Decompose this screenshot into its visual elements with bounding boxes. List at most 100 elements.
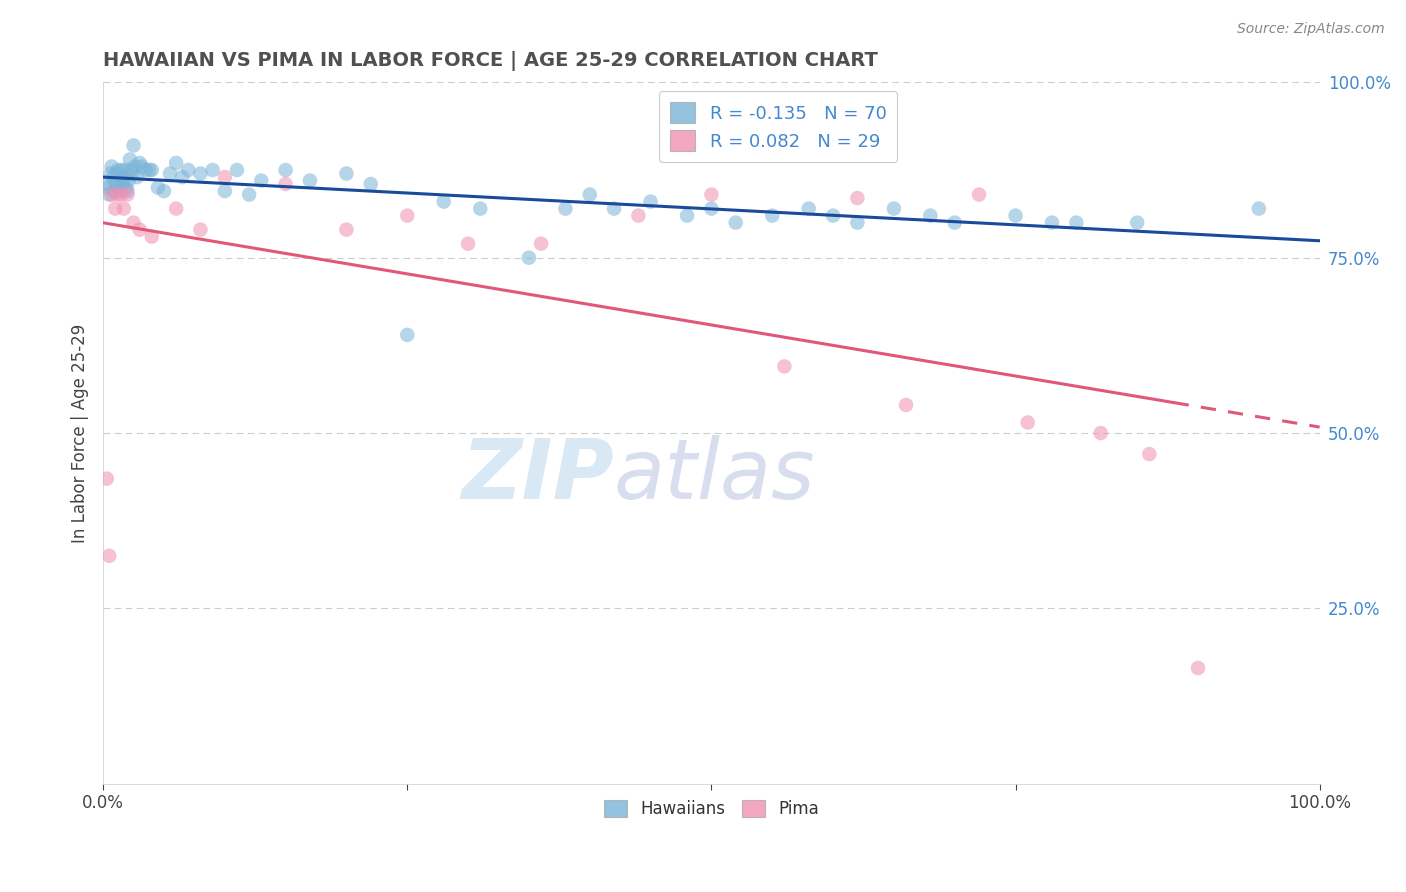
Point bbox=[846, 216, 869, 230]
Point bbox=[138, 163, 160, 178]
Point bbox=[821, 209, 844, 223]
Point bbox=[100, 187, 122, 202]
Point bbox=[165, 156, 187, 170]
Point bbox=[118, 153, 141, 167]
Point bbox=[98, 549, 121, 563]
Point bbox=[298, 173, 321, 187]
Point bbox=[846, 191, 869, 205]
Point bbox=[128, 222, 150, 236]
Point bbox=[335, 167, 357, 181]
Point bbox=[433, 194, 456, 209]
Point bbox=[214, 169, 236, 184]
Point bbox=[250, 173, 273, 187]
Point bbox=[967, 187, 990, 202]
Point bbox=[122, 216, 145, 230]
Point bbox=[97, 180, 120, 194]
Point bbox=[700, 187, 723, 202]
Text: ZIP: ZIP bbox=[461, 434, 614, 516]
Point bbox=[104, 177, 127, 191]
Point bbox=[110, 163, 132, 178]
Legend: Hawaiians, Pima: Hawaiians, Pima bbox=[598, 793, 825, 824]
Point bbox=[105, 167, 128, 181]
Point bbox=[121, 167, 143, 181]
Point bbox=[1017, 416, 1039, 430]
Point bbox=[120, 163, 142, 178]
Point bbox=[894, 398, 917, 412]
Point bbox=[131, 160, 153, 174]
Point bbox=[107, 163, 129, 178]
Point bbox=[1187, 661, 1209, 675]
Point bbox=[396, 209, 419, 223]
Point bbox=[335, 222, 357, 236]
Point bbox=[530, 236, 553, 251]
Point bbox=[124, 160, 146, 174]
Point bbox=[153, 184, 176, 198]
Point bbox=[214, 184, 236, 198]
Point bbox=[1247, 202, 1270, 216]
Point bbox=[943, 216, 966, 230]
Point bbox=[115, 180, 138, 194]
Point bbox=[773, 359, 796, 374]
Point bbox=[141, 229, 163, 244]
Point bbox=[96, 177, 118, 191]
Point bbox=[274, 163, 297, 178]
Point bbox=[111, 169, 134, 184]
Text: Source: ZipAtlas.com: Source: ZipAtlas.com bbox=[1237, 22, 1385, 37]
Point bbox=[226, 163, 249, 178]
Point bbox=[578, 187, 600, 202]
Point bbox=[883, 202, 905, 216]
Point bbox=[135, 163, 157, 178]
Text: HAWAIIAN VS PIMA IN LABOR FORCE | AGE 25-29 CORRELATION CHART: HAWAIIAN VS PIMA IN LABOR FORCE | AGE 25… bbox=[103, 51, 877, 70]
Point bbox=[96, 472, 118, 486]
Point bbox=[108, 173, 131, 187]
Point bbox=[114, 163, 136, 178]
Point bbox=[122, 138, 145, 153]
Point bbox=[128, 156, 150, 170]
Point bbox=[190, 222, 212, 236]
Point bbox=[111, 177, 134, 191]
Point bbox=[201, 163, 224, 178]
Point bbox=[107, 187, 129, 202]
Point bbox=[104, 202, 127, 216]
Y-axis label: In Labor Force | Age 25-29: In Labor Force | Age 25-29 bbox=[72, 324, 89, 542]
Point bbox=[1137, 447, 1160, 461]
Point bbox=[676, 209, 699, 223]
Point bbox=[1066, 216, 1088, 230]
Point bbox=[700, 202, 723, 216]
Point bbox=[1090, 425, 1112, 440]
Point bbox=[640, 194, 662, 209]
Point bbox=[103, 184, 125, 198]
Point bbox=[920, 209, 942, 223]
Point bbox=[117, 184, 139, 198]
Point bbox=[1126, 216, 1149, 230]
Point bbox=[627, 209, 650, 223]
Point bbox=[117, 187, 139, 202]
Point bbox=[360, 177, 382, 191]
Point bbox=[118, 173, 141, 187]
Point bbox=[517, 251, 540, 265]
Point bbox=[98, 187, 121, 202]
Point bbox=[100, 160, 122, 174]
Point bbox=[165, 202, 187, 216]
Text: atlas: atlas bbox=[614, 434, 815, 516]
Point bbox=[1004, 209, 1026, 223]
Point bbox=[1040, 216, 1063, 230]
Point bbox=[108, 184, 131, 198]
Point bbox=[761, 209, 783, 223]
Point bbox=[177, 163, 200, 178]
Point bbox=[396, 327, 419, 342]
Point bbox=[127, 169, 149, 184]
Point bbox=[141, 163, 163, 178]
Point bbox=[457, 236, 479, 251]
Point bbox=[112, 173, 135, 187]
Point bbox=[603, 202, 626, 216]
Point bbox=[101, 169, 124, 184]
Point bbox=[110, 187, 132, 202]
Point bbox=[797, 202, 820, 216]
Point bbox=[238, 187, 260, 202]
Point bbox=[470, 202, 492, 216]
Point bbox=[159, 167, 181, 181]
Point bbox=[112, 202, 135, 216]
Point bbox=[100, 167, 122, 181]
Point bbox=[274, 177, 297, 191]
